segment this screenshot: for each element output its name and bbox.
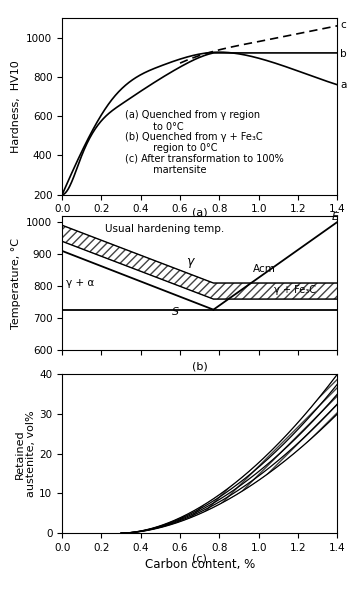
Text: c: c [340, 20, 346, 30]
Y-axis label: Temperature, °C: Temperature, °C [11, 238, 21, 328]
Text: (c) After transformation to 100%
         martensite: (c) After transformation to 100% martens… [125, 153, 284, 175]
Text: (b) Quenched from γ + Fe₃C
         region to 0°C: (b) Quenched from γ + Fe₃C region to 0°C [125, 132, 263, 153]
Text: (c): (c) [192, 553, 207, 564]
Text: γ + α: γ + α [66, 279, 94, 288]
Text: γ + Fe₃C: γ + Fe₃C [274, 285, 316, 295]
Text: (a) Quenched from γ region
         to 0°C: (a) Quenched from γ region to 0°C [125, 110, 260, 132]
Y-axis label: Retained
austenite, vol%: Retained austenite, vol% [15, 410, 37, 497]
Text: γ: γ [186, 255, 193, 268]
Text: b: b [340, 49, 347, 59]
Text: S: S [172, 307, 179, 317]
Text: (a): (a) [192, 208, 208, 218]
Text: a: a [340, 80, 346, 90]
Y-axis label: Hardness,  HV10: Hardness, HV10 [11, 60, 21, 153]
Text: E: E [331, 213, 338, 222]
Text: Acm: Acm [253, 264, 275, 274]
X-axis label: Carbon content, %: Carbon content, % [144, 558, 255, 571]
Text: Usual hardening temp.: Usual hardening temp. [105, 223, 225, 234]
Text: (b): (b) [192, 361, 208, 371]
